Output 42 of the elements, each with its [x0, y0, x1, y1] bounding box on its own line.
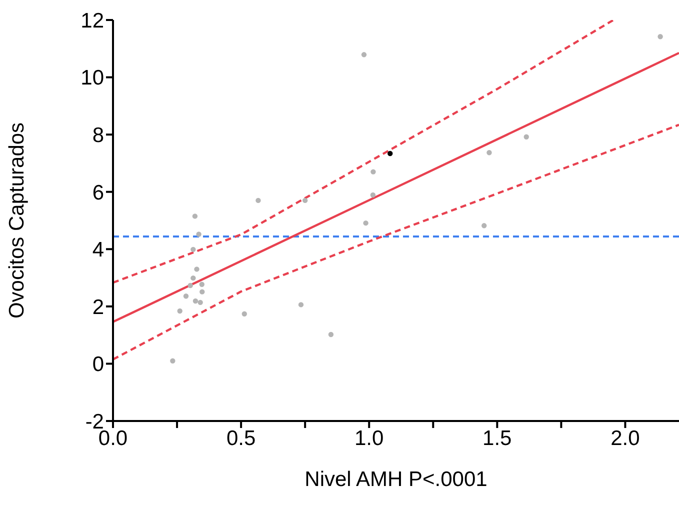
- point: [361, 52, 367, 58]
- y-tick-label: 4: [92, 238, 104, 262]
- point: [370, 192, 376, 198]
- point: [194, 266, 200, 272]
- point: [242, 311, 247, 316]
- point: [183, 294, 189, 299]
- y-tick-label: 0: [92, 353, 104, 376]
- point: [524, 134, 529, 140]
- x-tick-label: 1.0: [354, 426, 384, 450]
- point: [256, 198, 261, 204]
- line-series: [113, 20, 615, 284]
- point: [192, 214, 198, 219]
- y-tick-label: 2: [92, 296, 104, 319]
- point: [482, 223, 487, 228]
- point: [190, 275, 196, 281]
- point: [658, 34, 663, 40]
- x-axis-title: Nivel AMH P<.0001: [304, 468, 488, 491]
- point: [196, 232, 202, 237]
- point: [199, 282, 204, 287]
- x-tick-label: 1.5: [482, 426, 512, 450]
- point: [198, 300, 203, 306]
- point: [370, 169, 376, 174]
- point: [170, 358, 176, 364]
- point: [388, 150, 393, 156]
- point: [363, 220, 368, 226]
- y-tick-label: 8: [92, 124, 104, 148]
- point: [486, 150, 492, 156]
- point: [177, 308, 182, 314]
- y-tick-label: 6: [92, 181, 104, 204]
- point: [298, 302, 304, 308]
- point: [302, 198, 308, 204]
- y-axis-title: Ovocitos Capturados: [5, 122, 28, 319]
- line-series: [113, 124, 679, 361]
- y-tick-label: 10: [80, 66, 104, 90]
- x-tick-label: 0.5: [226, 426, 256, 450]
- point: [200, 289, 205, 294]
- point: [328, 332, 334, 338]
- y-tick-label: 12: [80, 9, 104, 32]
- point: [192, 298, 198, 304]
- point: [190, 246, 196, 252]
- point: [188, 282, 193, 288]
- x-tick-label: 2.0: [610, 426, 640, 450]
